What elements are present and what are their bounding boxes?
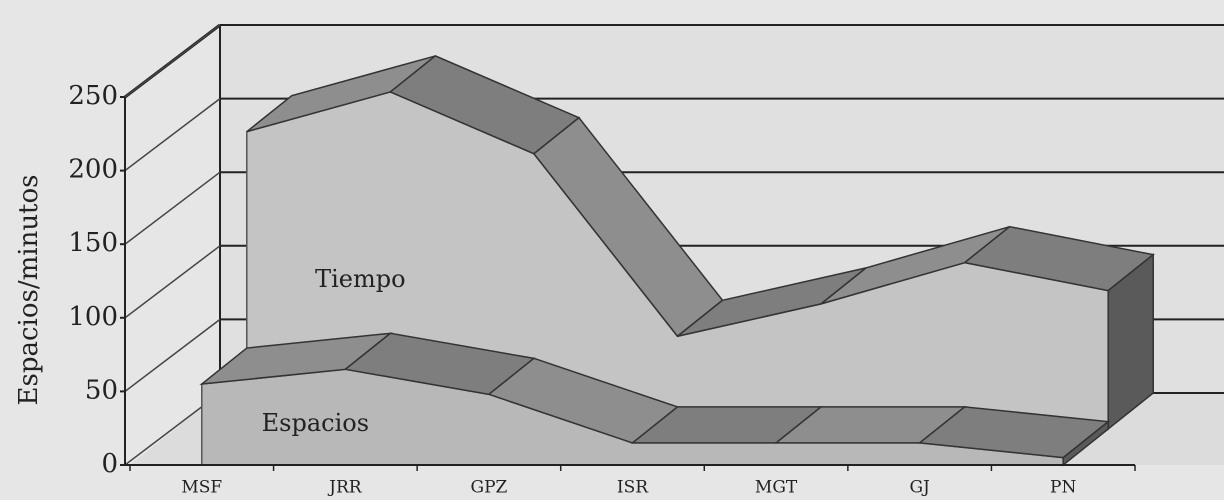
- series-label: Tiempo: [315, 265, 405, 293]
- x-tick-label: ISR: [617, 478, 649, 498]
- x-tick-label: GJ: [909, 478, 930, 498]
- grid-line: [124, 245, 221, 319]
- y-tick-label: 150: [68, 228, 118, 258]
- grid-line: [124, 24, 221, 98]
- y-tick-label: 0: [101, 449, 118, 479]
- x-tick-label: GPZ: [471, 478, 508, 498]
- x-tick-label: JRR: [327, 478, 363, 498]
- y-tick-label: 100: [68, 302, 118, 332]
- area-end: [1062, 420, 1109, 467]
- y-axis-label: Espacios/minutos: [14, 174, 44, 405]
- grid-line: [124, 318, 221, 392]
- x-tick-label: MGT: [755, 478, 798, 498]
- area-end: [1107, 253, 1154, 431]
- y-tick-label: 250: [68, 81, 118, 111]
- y-tick-label: 50: [85, 375, 118, 405]
- x-tick-label: MSF: [181, 478, 222, 498]
- grid-line: [124, 98, 221, 172]
- series-label: Espacios: [262, 409, 369, 437]
- x-tick-label: PN: [1050, 478, 1076, 498]
- y-tick-label: 200: [68, 155, 118, 185]
- grid-line: [124, 171, 221, 245]
